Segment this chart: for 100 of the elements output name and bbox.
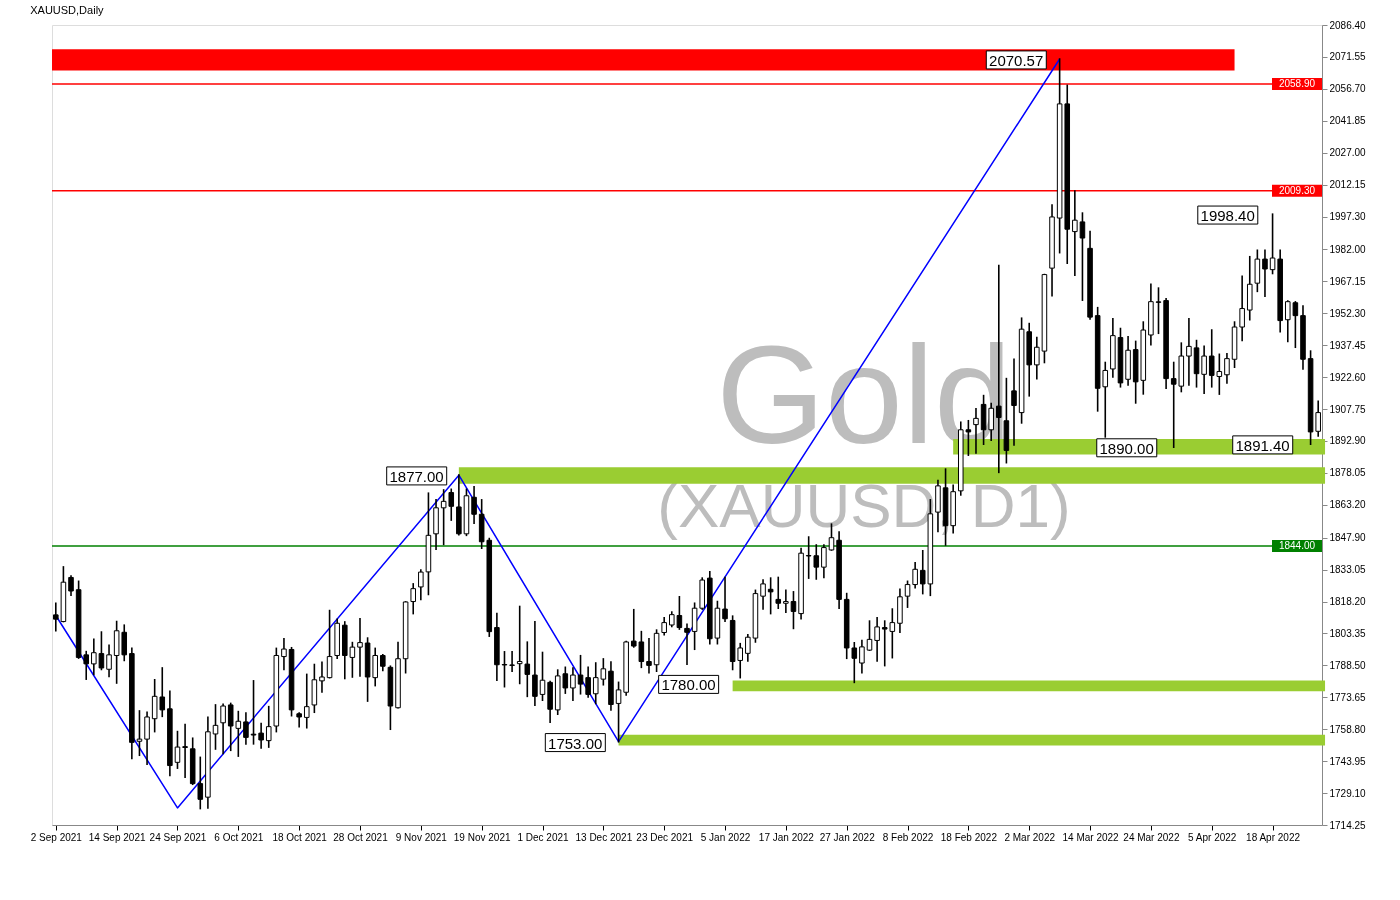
candlestick xyxy=(722,576,728,622)
x-tick-label: 5 Jan 2022 xyxy=(700,831,751,843)
y-tick-label: 2056.70 xyxy=(1329,83,1367,95)
x-tick-label: 18 Oct 2021 xyxy=(272,831,328,843)
x-tick-label: 2 Sep 2021 xyxy=(30,831,83,843)
candlestick xyxy=(821,544,827,579)
candlestick xyxy=(866,620,873,651)
candlestick xyxy=(212,704,219,750)
candlestick xyxy=(783,589,789,614)
x-tick-label: 5 Apr 2022 xyxy=(1188,831,1237,843)
candlestick xyxy=(144,711,150,766)
x-tick-label: 18 Apr 2022 xyxy=(1246,831,1301,843)
candlestick xyxy=(577,654,584,695)
candlestick xyxy=(775,576,782,610)
y-tick-label: 1892.90 xyxy=(1329,435,1367,447)
y-tick-label: 2027.00 xyxy=(1329,147,1367,159)
y-tick-label: 1952.30 xyxy=(1329,307,1367,319)
y-tick-label: 1907.75 xyxy=(1329,403,1367,415)
candlestick xyxy=(220,703,226,755)
x-tick-label: 14 Mar 2022 xyxy=(1062,831,1120,843)
candlestick xyxy=(106,644,112,678)
x-tick-label: 18 Feb 2022 xyxy=(940,831,998,843)
y-tick-label: 1773.65 xyxy=(1329,691,1367,703)
y-tick-label: 1937.45 xyxy=(1329,339,1367,351)
x-tick-label: 28 Oct 2021 xyxy=(333,831,389,843)
candlestick xyxy=(646,637,652,674)
annotation: 1890.00 xyxy=(1099,439,1154,457)
x-tick-label: 1 Dec 2021 xyxy=(517,831,570,843)
x-tick-label: 23 Dec 2021 xyxy=(636,831,694,843)
y-tick-label: 1729.10 xyxy=(1329,787,1367,799)
y-tick-label: 1878.05 xyxy=(1329,467,1367,479)
y-tick-label: 1997.30 xyxy=(1329,211,1367,223)
candlestick xyxy=(250,680,257,745)
x-tick-label: 2 Mar 2022 xyxy=(1004,831,1056,843)
candlestick xyxy=(585,666,591,698)
candlestick xyxy=(509,651,515,672)
candlestick xyxy=(1262,249,1268,298)
candlestick xyxy=(615,681,622,743)
x-tick-label: 24 Sep 2021 xyxy=(149,831,207,843)
x-tick-label: 14 Sep 2021 xyxy=(88,831,146,843)
candlestick xyxy=(1011,358,1017,446)
y-tick-label: 2041.85 xyxy=(1329,115,1367,127)
y-tick-label: 1967.15 xyxy=(1329,275,1367,287)
candlestick xyxy=(501,651,508,688)
candlestick xyxy=(859,639,865,674)
candlestick xyxy=(326,609,333,679)
annotation: 2070.57 xyxy=(989,51,1044,69)
candlestick xyxy=(1224,352,1230,384)
y-tick-label: 1803.35 xyxy=(1329,627,1367,639)
candlestick xyxy=(874,617,880,662)
x-tick-label: 9 Nov 2021 xyxy=(395,831,448,843)
candlestick xyxy=(532,620,538,706)
y-tick-label: 2071.55 xyxy=(1329,51,1367,63)
candlestick xyxy=(243,712,249,745)
y-tick-label: 1788.50 xyxy=(1329,659,1367,671)
y-tick-label: 1714.25 xyxy=(1329,819,1367,831)
candlestick xyxy=(68,575,74,596)
candlestick xyxy=(182,723,188,778)
annotation: 1891.40 xyxy=(1235,436,1290,454)
x-tick-label: 24 Mar 2022 xyxy=(1123,831,1180,843)
candlestick xyxy=(912,562,918,589)
ref-line-label: 1844.00 xyxy=(1278,540,1316,552)
x-tick-label: 6 Oct 2021 xyxy=(214,831,264,843)
candlestick xyxy=(136,710,143,757)
candlestick xyxy=(745,634,751,662)
candlestick xyxy=(1072,190,1078,277)
annotation: 1998.40 xyxy=(1200,207,1255,225)
y-tick-label: 1982.00 xyxy=(1329,243,1367,255)
candlestick xyxy=(790,591,797,630)
candlestick xyxy=(1239,275,1245,342)
candlestick xyxy=(539,651,546,702)
candlestick xyxy=(296,712,302,728)
y-tick-label: 1863.20 xyxy=(1329,499,1367,511)
x-tick-label: 13 Dec 2021 xyxy=(575,831,633,843)
candlestick xyxy=(684,623,690,665)
candlestick xyxy=(1186,318,1192,386)
y-tick-label: 1818.20 xyxy=(1329,596,1367,608)
candlestick xyxy=(319,661,325,693)
ref-line-label: 2009.30 xyxy=(1278,184,1316,196)
y-tick-label: 1922.60 xyxy=(1329,371,1367,383)
x-tick-label: 27 Jan 2022 xyxy=(819,831,876,843)
x-tick-label: 17 Jan 2022 xyxy=(758,831,815,843)
x-tick-label: 19 Nov 2021 xyxy=(453,831,511,843)
ref-line-label: 2058.90 xyxy=(1278,78,1316,90)
y-tick-label: 2086.40 xyxy=(1329,19,1367,31)
candlestick xyxy=(471,485,477,525)
candlestick xyxy=(1201,345,1207,395)
candlestick xyxy=(1155,287,1162,335)
y-tick-label: 1758.80 xyxy=(1329,723,1367,735)
y-tick-label: 1743.95 xyxy=(1329,755,1367,767)
candlestick xyxy=(418,569,424,601)
y-tick-label: 1833.05 xyxy=(1329,564,1367,576)
candlestick xyxy=(258,722,264,749)
candlestick xyxy=(281,637,287,671)
annotation: 1877.00 xyxy=(389,467,444,485)
x-tick-label: 8 Feb 2022 xyxy=(882,831,934,843)
annotation: 1753.00 xyxy=(548,734,603,752)
annotation: 1780.00 xyxy=(661,676,716,694)
candlestick xyxy=(357,617,363,677)
y-tick-label: 1847.90 xyxy=(1329,532,1367,544)
